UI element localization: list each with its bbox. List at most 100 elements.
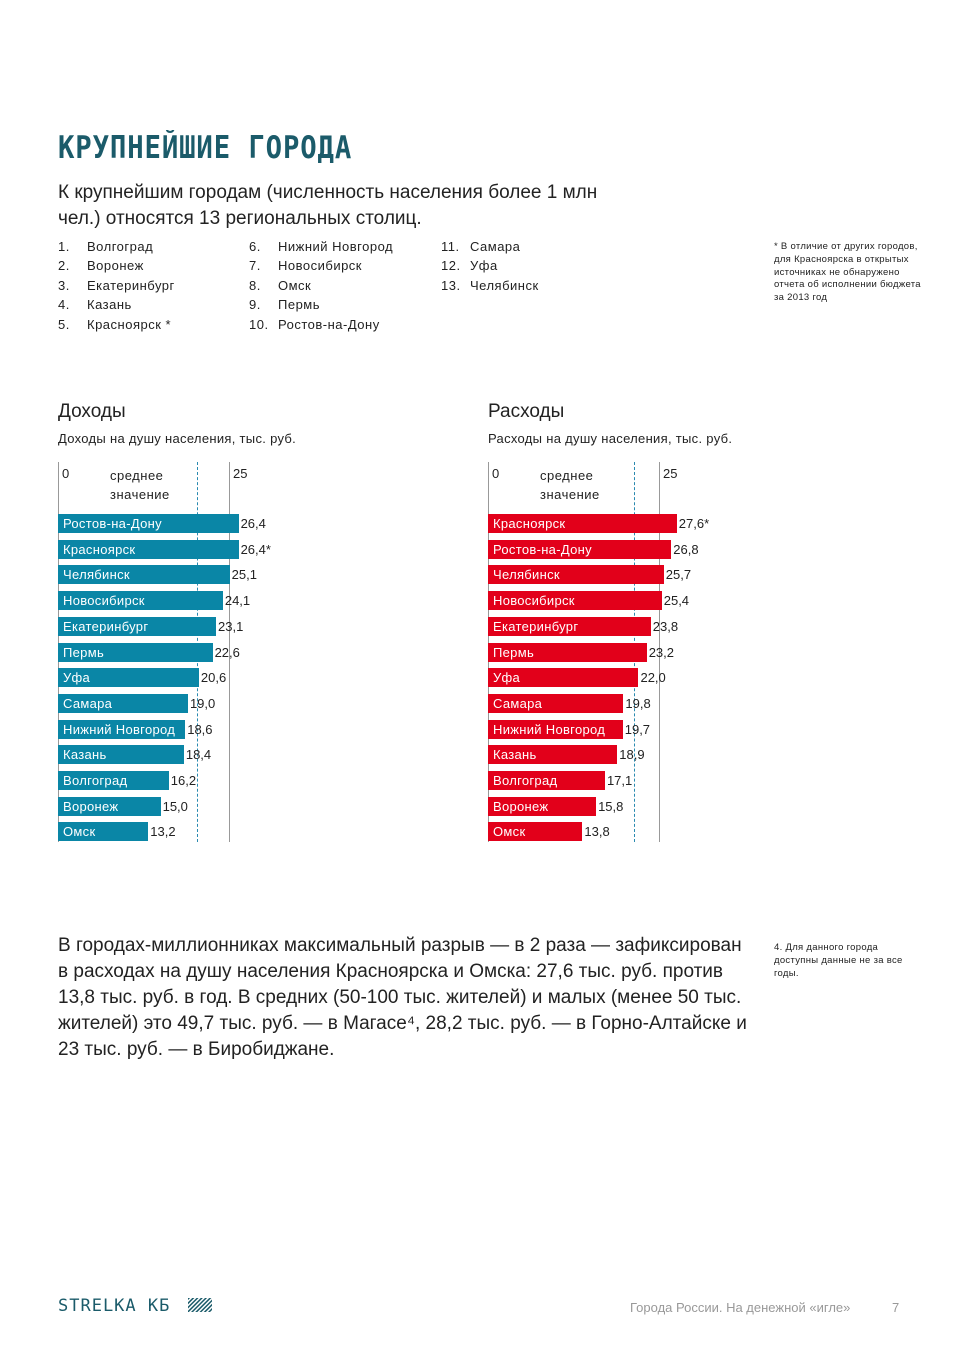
bar-value-label: 22,6 — [214, 644, 240, 660]
chart-title-income: Доходы — [58, 401, 126, 422]
bar: Екатеринбург — [488, 616, 651, 636]
bar-value-label: 17,1 — [606, 773, 633, 788]
tick-label-25: 25 — [663, 466, 678, 481]
item-label: Ростов-на-Дону — [278, 316, 380, 332]
list-item: 6. Нижний Новгород — [249, 237, 393, 256]
gridline-25 — [659, 462, 660, 842]
bar-category-label: Челябинск — [63, 567, 130, 583]
tick-label-0: 0 — [492, 466, 500, 481]
item-label: Омск — [278, 277, 312, 293]
bar: Нижний Новгород — [488, 719, 623, 739]
bar-category-label: Воронеж — [493, 798, 549, 814]
list-item: 11. Самара — [441, 237, 539, 256]
bar-value-label: 24,1 — [224, 593, 251, 609]
bar-value-label: 19,8 — [625, 695, 651, 711]
item-label: Самара — [470, 239, 521, 254]
item-label: Екатеринбург — [87, 277, 175, 293]
footer-title: Города России. На денежной «игле» — [630, 1300, 851, 1315]
bar: Воронеж — [58, 796, 161, 816]
bar: Пермь — [58, 642, 213, 662]
item-label: Челябинск — [470, 277, 539, 293]
bar-value-label: 13,8 — [584, 824, 610, 840]
tick-label-25: 25 — [233, 466, 248, 481]
bar-category-label: Казань — [63, 747, 107, 763]
bar: Красноярск — [488, 514, 677, 533]
bar-category-label: Пермь — [493, 644, 535, 660]
chart-title-expenses: Расходы — [488, 401, 565, 422]
bar-category-label: Омск — [63, 824, 96, 840]
bar: Омск — [488, 822, 583, 842]
bar-category-label: Новосибирск — [63, 593, 145, 609]
bar-value-label: 26,4 — [240, 516, 266, 531]
item-number: 10. — [249, 316, 269, 332]
bar-value-label: 15,8 — [598, 798, 624, 814]
income-chart: 0 25 среднее значение Ростов-на-Дону 26,4 Кра… — [58, 462, 478, 852]
bar-value-label: 19,7 — [624, 721, 651, 737]
gridline-25 — [229, 462, 230, 842]
bar-value-label: 18,4 — [185, 747, 212, 763]
city-list-column: 1. Волгоград 2. Воронеж 3. Екатеринбург 4. Каза… — [58, 237, 175, 334]
hatch-logo-icon — [187, 1298, 212, 1312]
list-item: 8. Омск — [249, 276, 393, 295]
bar: Волгоград — [488, 771, 605, 790]
bar: Казань — [488, 745, 618, 765]
bar-value-label: 18,9 — [619, 747, 645, 763]
bar: Воронеж — [488, 796, 597, 816]
bar-category-label: Ростов-на-Дону — [493, 541, 592, 557]
bar: Пермь — [488, 642, 647, 662]
average-label: среднее значение — [540, 468, 600, 502]
item-number: 11. — [441, 239, 460, 254]
bar: Уфа — [488, 668, 639, 688]
logo-text: STRELKA КБ — [58, 1296, 171, 1316]
item-number: 5. — [58, 316, 70, 332]
list-item: 4. Казань — [58, 295, 175, 314]
item-number: 6. — [249, 239, 261, 254]
bar: Челябинск — [488, 565, 664, 585]
bar-value-label: 23,8 — [652, 618, 679, 634]
bar: Самара — [58, 693, 188, 713]
bar-category-label: Волгоград — [493, 773, 558, 788]
page-number: 7 — [892, 1300, 900, 1315]
bar: Ростов-на-Дону — [488, 539, 672, 559]
city-list-column: 6. Нижний Новгород 7. Новосибирск 8. Омск 9. Пе… — [249, 237, 393, 334]
item-number: 4. — [58, 297, 70, 313]
bar-category-label: Екатеринбург — [493, 618, 579, 634]
bar-category-label: Воронеж — [63, 798, 119, 814]
bar-category-label: Казань — [493, 747, 537, 763]
bar-category-label: Уфа — [493, 670, 521, 686]
bar-category-label: Пермь — [63, 644, 105, 660]
bar-category-label: Челябинск — [493, 567, 560, 583]
chart-subtitle-expenses: Расходы на душу населения, тыс. руб. — [488, 431, 733, 446]
expenses-chart: 0 25 среднее значение Красноярск 27,6* Ростов… — [488, 462, 908, 852]
bar-category-label: Нижний Новгород — [493, 721, 606, 737]
bar-category-label: Самара — [493, 695, 543, 711]
bar-value-label: 27,6* — [678, 516, 710, 531]
bar-value-label: 22,0 — [640, 670, 666, 686]
item-number: 1. — [58, 239, 70, 254]
page-title: КРУПНЕЙШИЕ ГОРОДА — [58, 130, 353, 166]
summary-paragraph: В городах-миллионниках максимальный разр… — [58, 935, 747, 1060]
bar: Новосибирск — [58, 591, 223, 611]
bar-category-label: Новосибирск — [493, 593, 575, 609]
list-item: 1. Волгоград — [58, 237, 175, 256]
item-number: 2. — [58, 258, 70, 274]
bar-value-label: 23,1 — [218, 618, 244, 634]
item-label: Новосибирск — [278, 258, 362, 274]
bar: Омск — [58, 822, 149, 842]
list-item: 13. Челябинск — [441, 276, 539, 295]
item-label: Волгоград — [87, 239, 154, 254]
bar: Челябинск — [58, 565, 230, 585]
item-label: Красноярск * — [87, 316, 172, 332]
city-list-column: 11. Самара 12. Уфа 13. Челябинск — [441, 237, 539, 295]
item-number: 9. — [249, 297, 261, 313]
bar-value-label: 18,6 — [187, 721, 213, 737]
average-label: среднее значение — [110, 468, 170, 502]
bar-category-label: Уфа — [63, 670, 91, 686]
footnote-4: 4. Для данного города доступны данные не… — [774, 942, 903, 979]
item-number: 13. — [441, 277, 461, 293]
bar-value-label: 25,4 — [663, 593, 690, 609]
bar-category-label: Омск — [493, 824, 526, 840]
bar-category-label: Нижний Новгород — [63, 721, 176, 737]
bar-value-label: 16,2 — [170, 773, 197, 788]
